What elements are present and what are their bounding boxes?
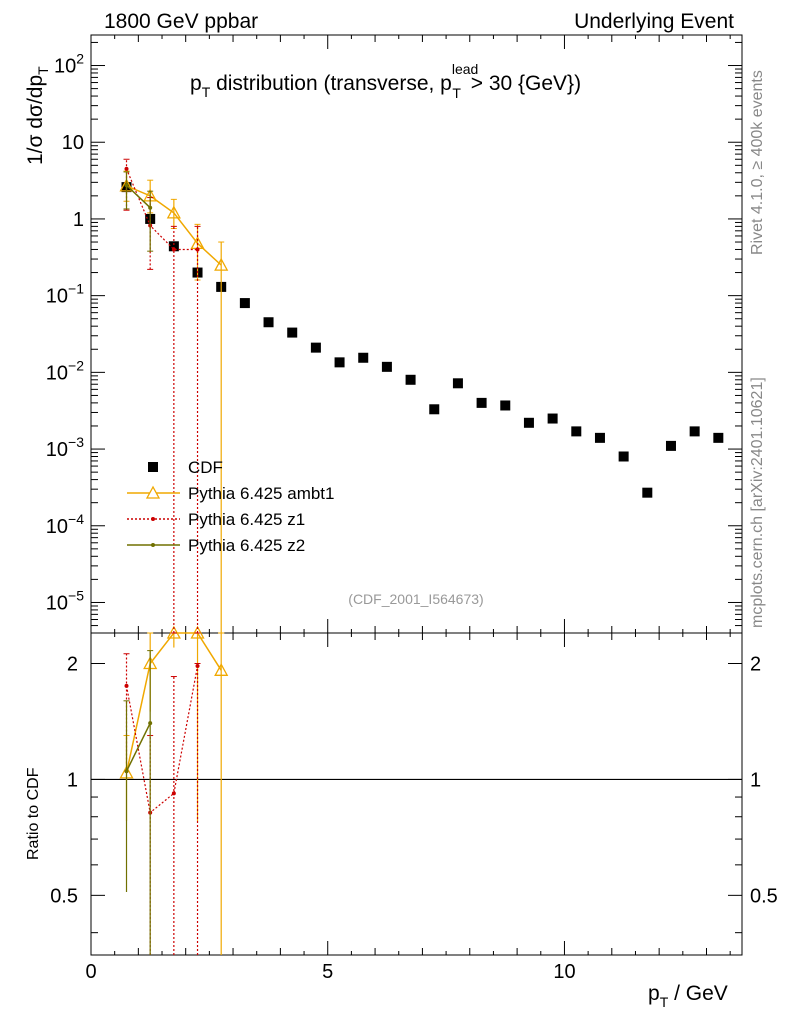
y-tick-label: 1 <box>73 209 84 231</box>
ratio-tick-label-left: 1 <box>67 769 78 791</box>
ratio-marker <box>148 721 153 726</box>
cdf-data-point <box>713 432 724 443</box>
header-right: Underlying Event <box>574 10 734 33</box>
cdf-data-point <box>310 342 321 353</box>
y-axis-label: 1/σ dσ/dpT <box>24 66 51 165</box>
rivet-label: Rivet 4.1.0, ≥ 400k events <box>749 70 766 255</box>
y-tick-label: 10−2 <box>46 357 84 384</box>
cdf-data-point <box>263 317 274 328</box>
series-marker <box>124 183 129 188</box>
cdf-data-point <box>594 432 605 443</box>
cdf-data-point <box>476 397 487 408</box>
cdf-data-point <box>571 426 582 437</box>
y-tick-label: 10−1 <box>46 281 84 308</box>
x-tick-label: 0 <box>85 961 96 983</box>
series-marker <box>148 205 153 210</box>
analysis-watermark: (CDF_2001_I564673) <box>348 591 483 607</box>
legend-label: CDF <box>188 458 223 477</box>
series-marker <box>214 257 229 271</box>
legend-label: Pythia 6.425 ambt1 <box>188 484 334 503</box>
series-line-2 <box>125 168 198 251</box>
legend-label: Pythia 6.425 z2 <box>188 536 305 555</box>
cdf-data-point <box>547 413 558 424</box>
ratio-tick-label-right: 1 <box>750 769 761 791</box>
ratio-y-axis-label: Ratio to CDF <box>25 767 42 860</box>
legend-marker <box>151 543 155 547</box>
ratio-tick-label-left: 2 <box>67 653 78 675</box>
y-tick-label: 10−5 <box>46 587 84 614</box>
ratio-line-2 <box>125 665 199 814</box>
cdf-data-point <box>334 357 345 368</box>
x-tick-label: 10 <box>553 961 575 983</box>
cdf-data-point <box>168 241 179 252</box>
cdf-data-point <box>429 404 440 415</box>
legend-marker <box>145 485 161 499</box>
cdf-data-point <box>523 417 534 428</box>
ratio-line-3 <box>125 722 151 772</box>
cdf-data-point <box>452 378 463 389</box>
ratio-tick-label-right: 2 <box>750 653 761 675</box>
cdf-data-point <box>618 451 629 462</box>
y-tick-label: 10−4 <box>46 511 84 538</box>
plot-title: pT distribution (transverse, plead T > 30… <box>190 61 581 101</box>
cdf-data-point <box>358 352 369 363</box>
ratio-tick-label-right: 0.5 <box>750 885 778 907</box>
series-marker <box>166 205 181 219</box>
cdf-data-point <box>287 327 298 338</box>
y-tick-label: 10−3 <box>46 434 84 461</box>
ratio-marker <box>195 664 200 669</box>
legend-label: Pythia 6.425 z1 <box>188 510 305 529</box>
legend-marker <box>151 517 155 521</box>
series-marker <box>171 247 176 252</box>
ratio-plot-frame <box>90 632 743 956</box>
ratio-marker <box>214 662 229 676</box>
series-line-3 <box>125 184 151 209</box>
cdf-data-point <box>239 298 250 309</box>
series-marker <box>195 247 200 252</box>
header-left: 1800 GeV ppbar <box>104 10 258 33</box>
cdf-data-point <box>689 426 700 437</box>
y-tick-label: 10 <box>62 132 84 154</box>
ratio-marker <box>124 769 129 774</box>
ratio-tick-label-left: 0.5 <box>50 885 78 907</box>
legend-marker-cdf <box>148 462 158 472</box>
cdf-data-point <box>381 361 392 372</box>
series-marker <box>124 166 129 171</box>
y-tick-label: 102 <box>54 51 84 78</box>
x-axis-label: pT / GeV <box>648 982 728 1010</box>
cdf-data-point <box>665 440 676 451</box>
legend: CDF Pythia 6.425 ambt1 Pythia 6.425 z1 Pyth… <box>127 458 334 555</box>
ratio-marker <box>124 683 129 688</box>
ratio-marker <box>171 791 176 796</box>
cdf-data-point <box>405 374 416 385</box>
mcplots-label: mcplots.cern.ch [arXiv:2401.10621] <box>749 377 766 628</box>
x-tick-label: 5 <box>322 961 333 983</box>
cdf-data-point <box>500 400 511 411</box>
cdf-data-point <box>642 487 653 498</box>
